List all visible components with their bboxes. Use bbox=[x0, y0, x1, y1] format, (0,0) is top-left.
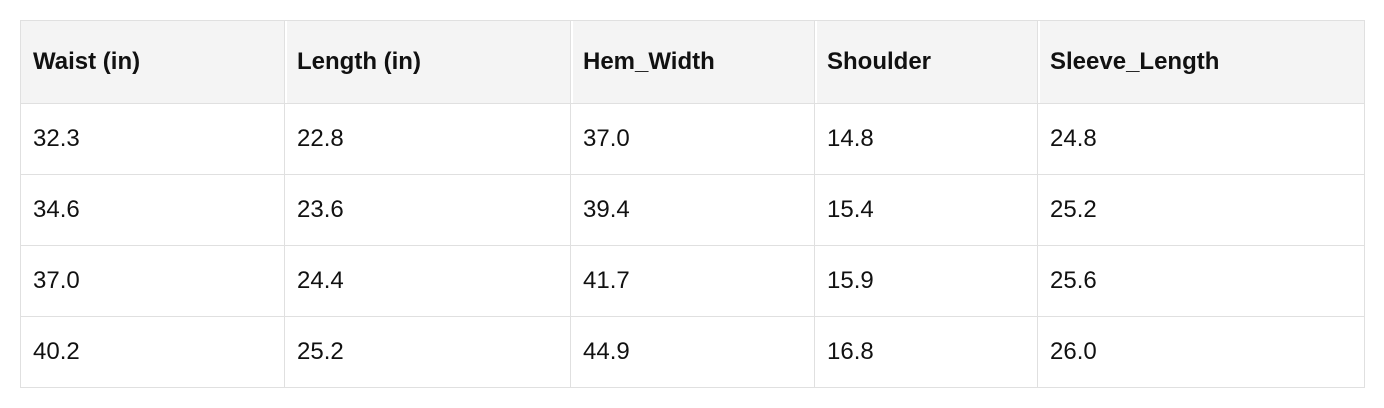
table-cell: 22.8 bbox=[285, 104, 571, 175]
table-row: 32.3 22.8 37.0 14.8 24.8 bbox=[21, 104, 1365, 175]
table-row: 34.6 23.6 39.4 15.4 25.2 bbox=[21, 175, 1365, 246]
table-cell: 25.2 bbox=[1038, 175, 1365, 246]
table-cell: 37.0 bbox=[571, 104, 815, 175]
table-cell: 26.0 bbox=[1038, 317, 1365, 388]
header-row: Waist (in) Length (in) Hem_Width Shoulde… bbox=[21, 21, 1365, 104]
table-cell: 41.7 bbox=[571, 246, 815, 317]
column-header: Shoulder bbox=[815, 21, 1038, 104]
table-cell: 34.6 bbox=[21, 175, 285, 246]
table-cell: 15.9 bbox=[815, 246, 1038, 317]
table-cell: 25.2 bbox=[285, 317, 571, 388]
table-cell: 24.8 bbox=[1038, 104, 1365, 175]
table-cell: 40.2 bbox=[21, 317, 285, 388]
table-cell: 37.0 bbox=[21, 246, 285, 317]
table-cell: 15.4 bbox=[815, 175, 1038, 246]
table-cell: 39.4 bbox=[571, 175, 815, 246]
table-cell: 44.9 bbox=[571, 317, 815, 388]
table-cell: 14.8 bbox=[815, 104, 1038, 175]
table-cell: 24.4 bbox=[285, 246, 571, 317]
table-row: 40.2 25.2 44.9 16.8 26.0 bbox=[21, 317, 1365, 388]
column-header: Sleeve_Length bbox=[1038, 21, 1365, 104]
table-cell: 32.3 bbox=[21, 104, 285, 175]
table-row: 37.0 24.4 41.7 15.9 25.6 bbox=[21, 246, 1365, 317]
table-cell: 25.6 bbox=[1038, 246, 1365, 317]
measurements-table: Waist (in) Length (in) Hem_Width Shoulde… bbox=[20, 20, 1365, 388]
column-header: Length (in) bbox=[285, 21, 571, 104]
table-cell: 16.8 bbox=[815, 317, 1038, 388]
column-header: Hem_Width bbox=[571, 21, 815, 104]
table-cell: 23.6 bbox=[285, 175, 571, 246]
column-header: Waist (in) bbox=[21, 21, 285, 104]
